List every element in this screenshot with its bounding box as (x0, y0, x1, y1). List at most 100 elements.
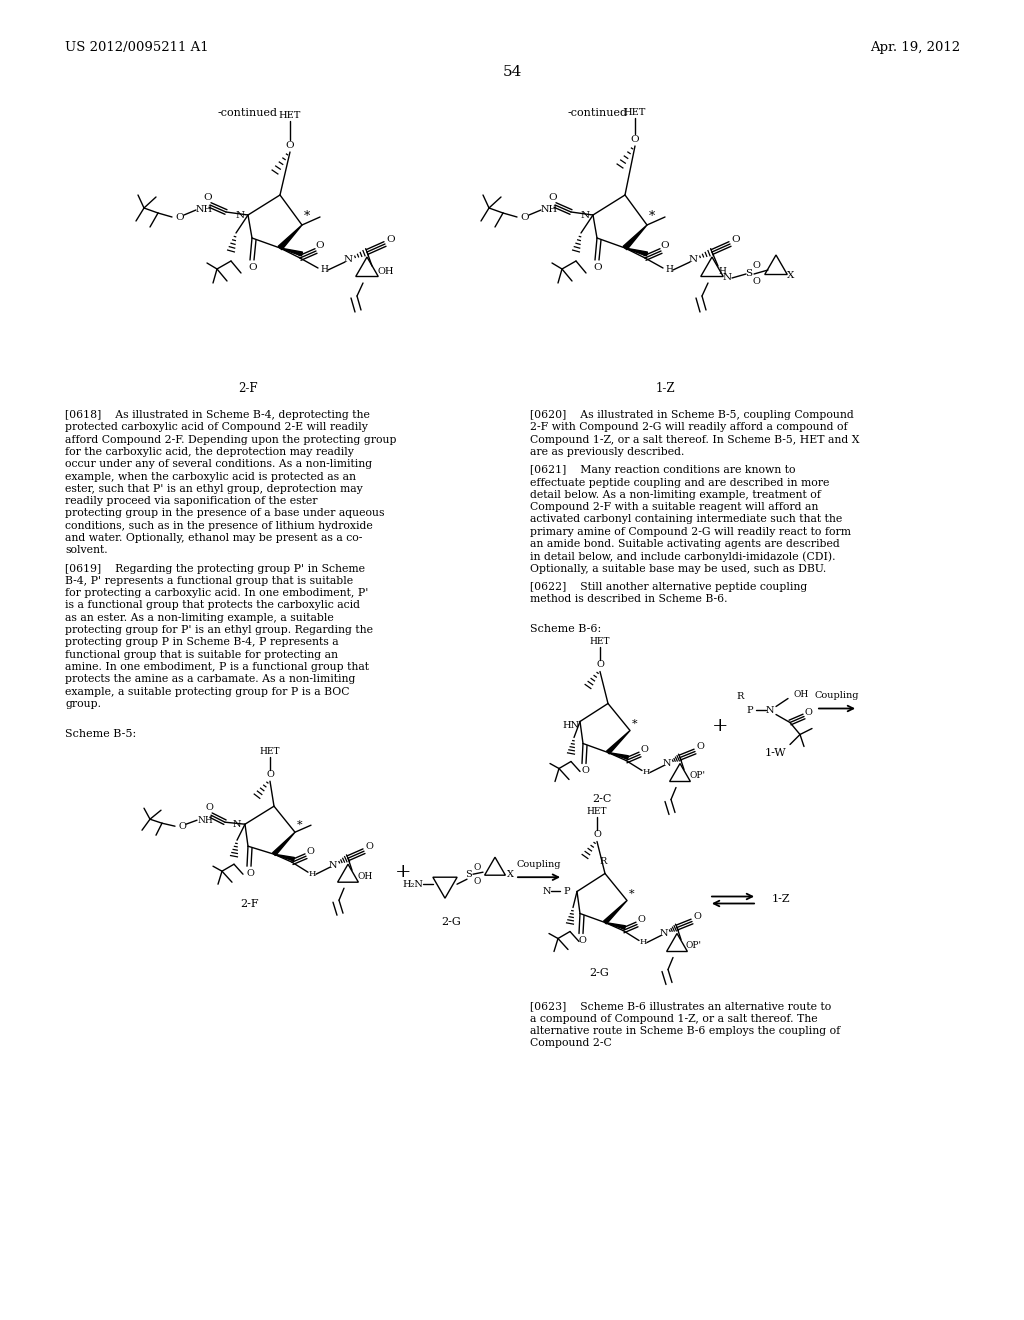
Text: as an ester. As a non-limiting example, a suitable: as an ester. As a non-limiting example, … (65, 612, 334, 623)
Text: for the carboxylic acid, the deprotection may readily: for the carboxylic acid, the deprotectio… (65, 447, 354, 457)
Text: Apr. 19, 2012: Apr. 19, 2012 (869, 41, 961, 54)
Text: R: R (736, 692, 743, 701)
Text: Coupling: Coupling (517, 861, 561, 869)
Text: protecting group P in Scheme B-4, P represents a: protecting group P in Scheme B-4, P repr… (65, 638, 339, 647)
Text: -continued: -continued (218, 108, 278, 117)
Text: ester, such that P' is an ethyl group, deprotection may: ester, such that P' is an ethyl group, d… (65, 484, 362, 494)
Text: 2-C: 2-C (592, 795, 611, 804)
Text: O: O (387, 235, 395, 244)
Text: OP': OP' (689, 771, 705, 780)
Text: N: N (659, 929, 669, 939)
Text: O: O (249, 264, 257, 272)
Text: example, when the carboxylic acid is protected as an: example, when the carboxylic acid is pro… (65, 471, 356, 482)
Text: activated carbonyl containing intermediate such that the: activated carbonyl containing intermedia… (530, 515, 843, 524)
Text: [0622]    Still another alternative peptide coupling: [0622] Still another alternative peptide… (530, 582, 807, 591)
Text: H: H (308, 870, 315, 878)
Text: 2-F: 2-F (241, 899, 259, 909)
Text: 2-F with Compound 2-G will readily afford a compound of: 2-F with Compound 2-G will readily affor… (530, 422, 848, 433)
Text: HET: HET (279, 111, 301, 120)
Text: a compound of Compound 1-Z, or a salt thereof. The: a compound of Compound 1-Z, or a salt th… (530, 1014, 817, 1024)
Polygon shape (625, 248, 647, 256)
Text: O: O (266, 770, 274, 779)
Text: O: O (176, 213, 184, 222)
Text: and water. Optionally, ethanol may be present as a co-: and water. Optionally, ethanol may be pr… (65, 533, 362, 543)
Text: protecting group in the presence of a base under aqueous: protecting group in the presence of a ba… (65, 508, 384, 519)
Text: Scheme B-6:: Scheme B-6: (530, 624, 601, 635)
Text: afford Compound 2-F. Depending upon the protecting group: afford Compound 2-F. Depending upon the … (65, 434, 396, 445)
Text: N: N (766, 706, 774, 715)
Text: 1-Z: 1-Z (772, 895, 791, 904)
Text: readily proceed via saponification of the ester: readily proceed via saponification of th… (65, 496, 317, 506)
Text: O: O (579, 936, 586, 945)
Text: is a functional group that protects the carboxylic acid: is a functional group that protects the … (65, 601, 360, 610)
Text: *: * (632, 718, 638, 729)
Text: 2-F: 2-F (239, 381, 258, 395)
Text: OP': OP' (686, 941, 702, 950)
Text: NH: NH (196, 206, 213, 214)
Text: O: O (246, 869, 254, 878)
Polygon shape (624, 224, 647, 249)
Text: H: H (718, 268, 726, 276)
Polygon shape (279, 224, 302, 249)
Text: protected carboxylic acid of Compound 2-E will readily: protected carboxylic acid of Compound 2-… (65, 422, 368, 433)
Text: Compound 2-C: Compound 2-C (530, 1039, 611, 1048)
Text: O: O (752, 261, 760, 271)
Text: O: O (637, 915, 645, 924)
Text: O: O (594, 264, 602, 272)
Text: HET: HET (260, 747, 281, 756)
Text: O: O (520, 213, 529, 222)
Polygon shape (280, 248, 302, 256)
Text: functional group that is suitable for protecting an: functional group that is suitable for pr… (65, 649, 338, 660)
Text: X: X (507, 870, 513, 879)
Text: H: H (642, 768, 649, 776)
Text: *: * (629, 888, 635, 899)
Text: P: P (563, 887, 570, 896)
Text: alternative route in Scheme B-6 employs the coupling of: alternative route in Scheme B-6 employs … (530, 1026, 841, 1036)
Text: *: * (297, 820, 303, 830)
Text: 1-W: 1-W (764, 748, 785, 759)
Text: O: O (640, 744, 648, 754)
Text: *: * (304, 210, 310, 223)
Text: protects the amine as a carbamate. As a non-limiting: protects the amine as a carbamate. As a … (65, 675, 355, 684)
Text: HET: HET (624, 108, 646, 117)
Text: N: N (688, 256, 697, 264)
Text: O: O (473, 863, 480, 871)
Text: N: N (663, 759, 672, 768)
Polygon shape (272, 832, 295, 855)
Text: for protecting a carboxylic acid. In one embodiment, P': for protecting a carboxylic acid. In one… (65, 589, 369, 598)
Text: are as previously described.: are as previously described. (530, 447, 684, 457)
Text: NH: NH (198, 816, 213, 825)
Text: S: S (466, 870, 472, 879)
Text: Coupling: Coupling (815, 692, 859, 701)
Text: detail below. As a non-limiting example, treatment of: detail below. As a non-limiting example,… (530, 490, 821, 500)
Text: N: N (581, 210, 590, 219)
Text: 2-G: 2-G (589, 969, 609, 978)
Text: in detail below, and include carbonyldi-imidazole (CDI).: in detail below, and include carbonyldi-… (530, 552, 836, 562)
Text: [0621]    Many reaction conditions are known to: [0621] Many reaction conditions are know… (530, 465, 796, 475)
Text: O: O (178, 821, 186, 830)
Text: O: O (596, 660, 604, 669)
Text: O: O (286, 140, 294, 149)
Text: O: O (205, 803, 213, 812)
Text: O: O (581, 766, 589, 775)
Text: HN: HN (562, 721, 580, 730)
Text: O: O (204, 193, 212, 202)
Text: 2-G: 2-G (441, 917, 461, 927)
Text: H: H (321, 265, 328, 275)
Text: 54: 54 (503, 65, 521, 79)
Text: HET: HET (587, 808, 607, 817)
Text: example, a suitable protecting group for P is a BOC: example, a suitable protecting group for… (65, 686, 349, 697)
Text: O: O (366, 842, 373, 850)
Text: HET: HET (590, 638, 610, 647)
Text: protecting group for P' is an ethyl group. Regarding the: protecting group for P' is an ethyl grou… (65, 626, 373, 635)
Text: NH: NH (541, 206, 557, 214)
Text: O: O (696, 742, 703, 751)
Text: -continued: -continued (568, 108, 628, 117)
Text: N: N (329, 861, 337, 870)
Text: O: O (593, 830, 601, 840)
Text: solvent.: solvent. (65, 545, 108, 556)
Text: O: O (752, 277, 760, 286)
Text: group.: group. (65, 698, 101, 709)
Text: N: N (723, 273, 731, 282)
Text: *: * (649, 210, 655, 223)
